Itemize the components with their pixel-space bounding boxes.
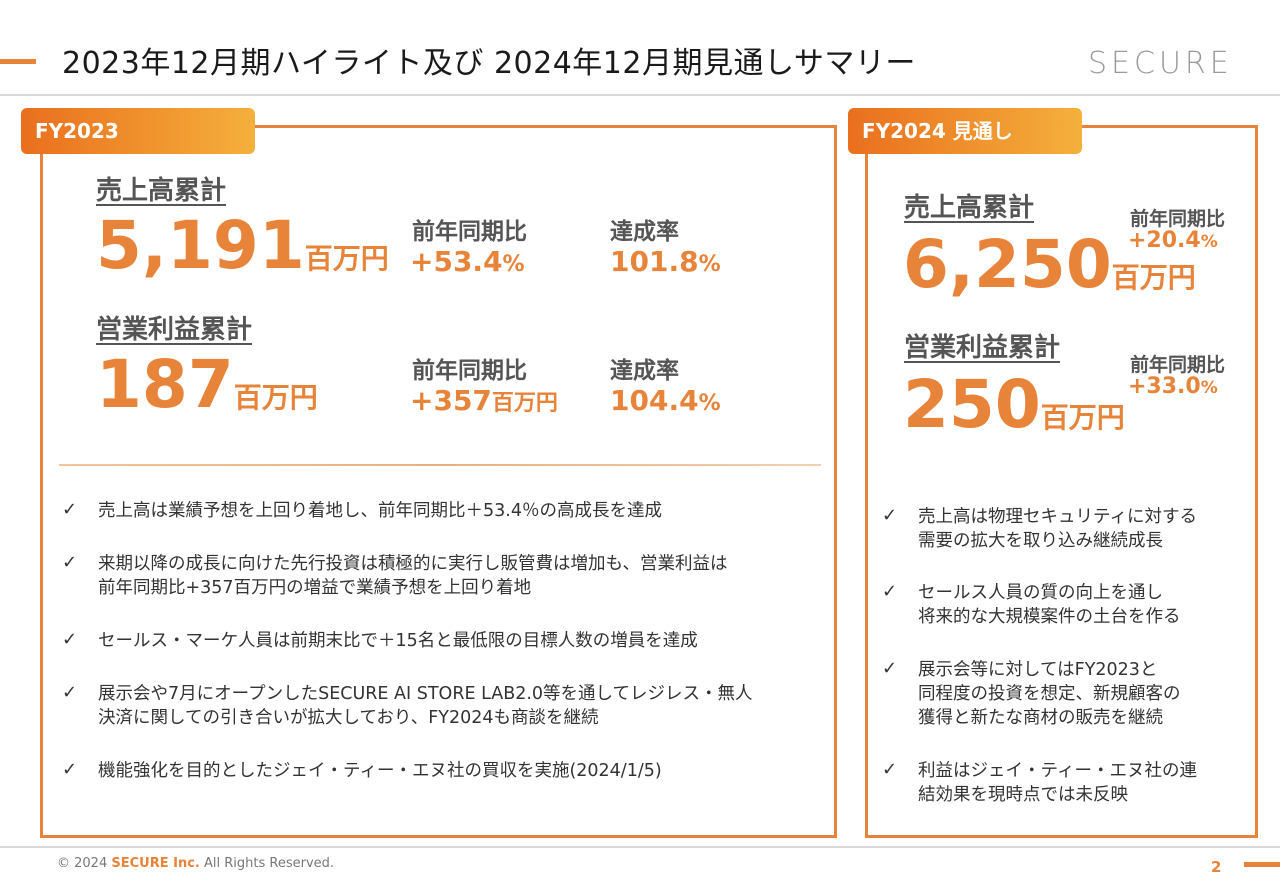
fy2024-profit-figure: 250百万円 (903, 372, 1125, 438)
checkmark-icon: ✓ (882, 658, 898, 679)
fy2023-profit-yoy-value: +357 (410, 384, 492, 417)
fy2024-sales-yoy-value: +20.4 (1128, 228, 1201, 253)
fy2024-sales-yoy-pct: % (1200, 232, 1218, 252)
checkmark-icon: ✓ (62, 682, 78, 703)
fy2023-profit-yoy: +357百万円 (410, 384, 558, 417)
fy2024-bullet-3: 展示会等に対してはFY2023と 同程度の投資を想定、新規顧客の 獲得と新たな商… (918, 660, 1181, 728)
footer-divider (0, 846, 1280, 848)
fy2023-sales-yoy-value: +53.4 (410, 245, 503, 278)
checkmark-icon: ✓ (62, 552, 78, 573)
fy2023-profit-achieve-value: 104.4 (610, 384, 699, 417)
fy2023-profit-unit: 百万円 (233, 381, 318, 414)
fy2023-divider (59, 464, 821, 466)
fy2024-profit-unit: 百万円 (1040, 401, 1125, 434)
fy2024-tab: FY2024 見通し (848, 108, 1082, 154)
fy2024-profit-title: 営業利益累計 (904, 333, 1061, 363)
page-number: 2 (1211, 858, 1222, 876)
fy2023-profit-value: 187 (96, 346, 234, 423)
fy2024-sales-figure: 6,250百万円 (903, 232, 1196, 298)
fy2024-profit-yoy-label: 前年同期比 (1130, 354, 1226, 376)
copyright: © 2024 SECURE Inc. All Rights Reserved. (57, 856, 335, 871)
fy2023-profit-achieve-label: 達成率 (610, 358, 679, 384)
fy2023-bullet-2: 来期以降の成長に向けた先行投資は積極的に実行し販管費は増加も、営業利益は 前年同… (98, 554, 728, 598)
checkmark-icon: ✓ (62, 499, 78, 520)
fy2024-profit-value: 250 (903, 366, 1041, 443)
fy2023-bullet-3: セールス・マーケ人員は前期末比で＋15名と最低限の目標人数の増員を達成 (98, 631, 698, 651)
fy2023-sales-achieve: 101.8% (610, 245, 721, 278)
fy2024-sales-value: 6,250 (903, 226, 1112, 303)
fy2023-profit-achieve-pct: % (698, 391, 721, 416)
fy2023-profit-yoy-label: 前年同期比 (412, 358, 527, 384)
fy2023-sales-title: 売上高累計 (96, 176, 227, 206)
fy2023-sales-yoy: +53.4% (410, 245, 525, 278)
fy2023-sales-achieve-label: 達成率 (610, 219, 679, 245)
fy2023-sales-achieve-value: 101.8 (610, 245, 699, 278)
checkmark-icon: ✓ (882, 581, 898, 602)
secure-logo: SECURE (1088, 46, 1233, 81)
fy2023-panel (40, 125, 837, 838)
fy2024-sales-title: 売上高累計 (904, 193, 1035, 223)
fy2023-bullet-4: 展示会や7月にオープンしたSECURE AI STORE LAB2.0等を通して… (98, 684, 753, 728)
fy2024-profit-yoy-pct: % (1200, 378, 1218, 398)
footer-accent-bar (1244, 862, 1280, 867)
checkmark-icon: ✓ (62, 759, 78, 780)
fy2023-bullet-1: 売上高は業績予想を上回り着地し、前年同期比＋53.4％の高成長を達成 (98, 501, 662, 521)
fy2024-bullet-4: 利益はジェイ・ティー・エヌ社の連 結効果を現時点では未反映 (918, 761, 1197, 805)
checkmark-icon: ✓ (882, 505, 898, 526)
fy2024-profit-yoy: +33.0% (1128, 374, 1218, 399)
fy2023-profit-figure: 187百万円 (96, 352, 318, 418)
fy2023-tab: FY2023 (21, 108, 255, 154)
fy2023-sales-yoy-label: 前年同期比 (412, 219, 527, 245)
fy2023-sales-unit: 百万円 (304, 242, 389, 275)
fy2024-sales-yoy-label: 前年同期比 (1130, 208, 1226, 230)
fy2023-profit-title: 営業利益累計 (96, 315, 253, 345)
header-divider (0, 94, 1280, 96)
fy2024-bullet-2: セールス人員の質の向上を通し 将来的な大規模案件の土台を作る (918, 583, 1181, 627)
fy2024-bullet-1: 売上高は物理セキュリティに対する 需要の拡大を取り込み継続成長 (918, 507, 1197, 551)
fy2024-profit-yoy-value: +33.0 (1128, 374, 1201, 399)
fy2023-bullet-5: 機能強化を目的としたジェイ・ティー・エヌ社の買収を実施(2024/1/5) (98, 761, 662, 781)
checkmark-icon: ✓ (882, 759, 898, 780)
fy2023-profit-yoy-unit: 百万円 (491, 391, 558, 416)
checkmark-icon: ✓ (62, 629, 78, 650)
fy2023-profit-achieve: 104.4% (610, 384, 721, 417)
fy2024-sales-unit: 百万円 (1111, 261, 1196, 294)
fy2023-sales-value: 5,191 (96, 207, 305, 284)
fy2023-sales-achieve-pct: % (698, 252, 721, 277)
title-accent-bar (0, 59, 36, 64)
copyright-brand: SECURE Inc. (111, 856, 200, 871)
fy2023-sales-figure: 5,191百万円 (96, 213, 389, 279)
fy2023-sales-yoy-pct: % (502, 252, 525, 277)
fy2024-sales-yoy: +20.4% (1128, 228, 1218, 253)
page-title: 2023年12月期ハイライト及び 2024年12月期見通しサマリー (62, 46, 916, 81)
